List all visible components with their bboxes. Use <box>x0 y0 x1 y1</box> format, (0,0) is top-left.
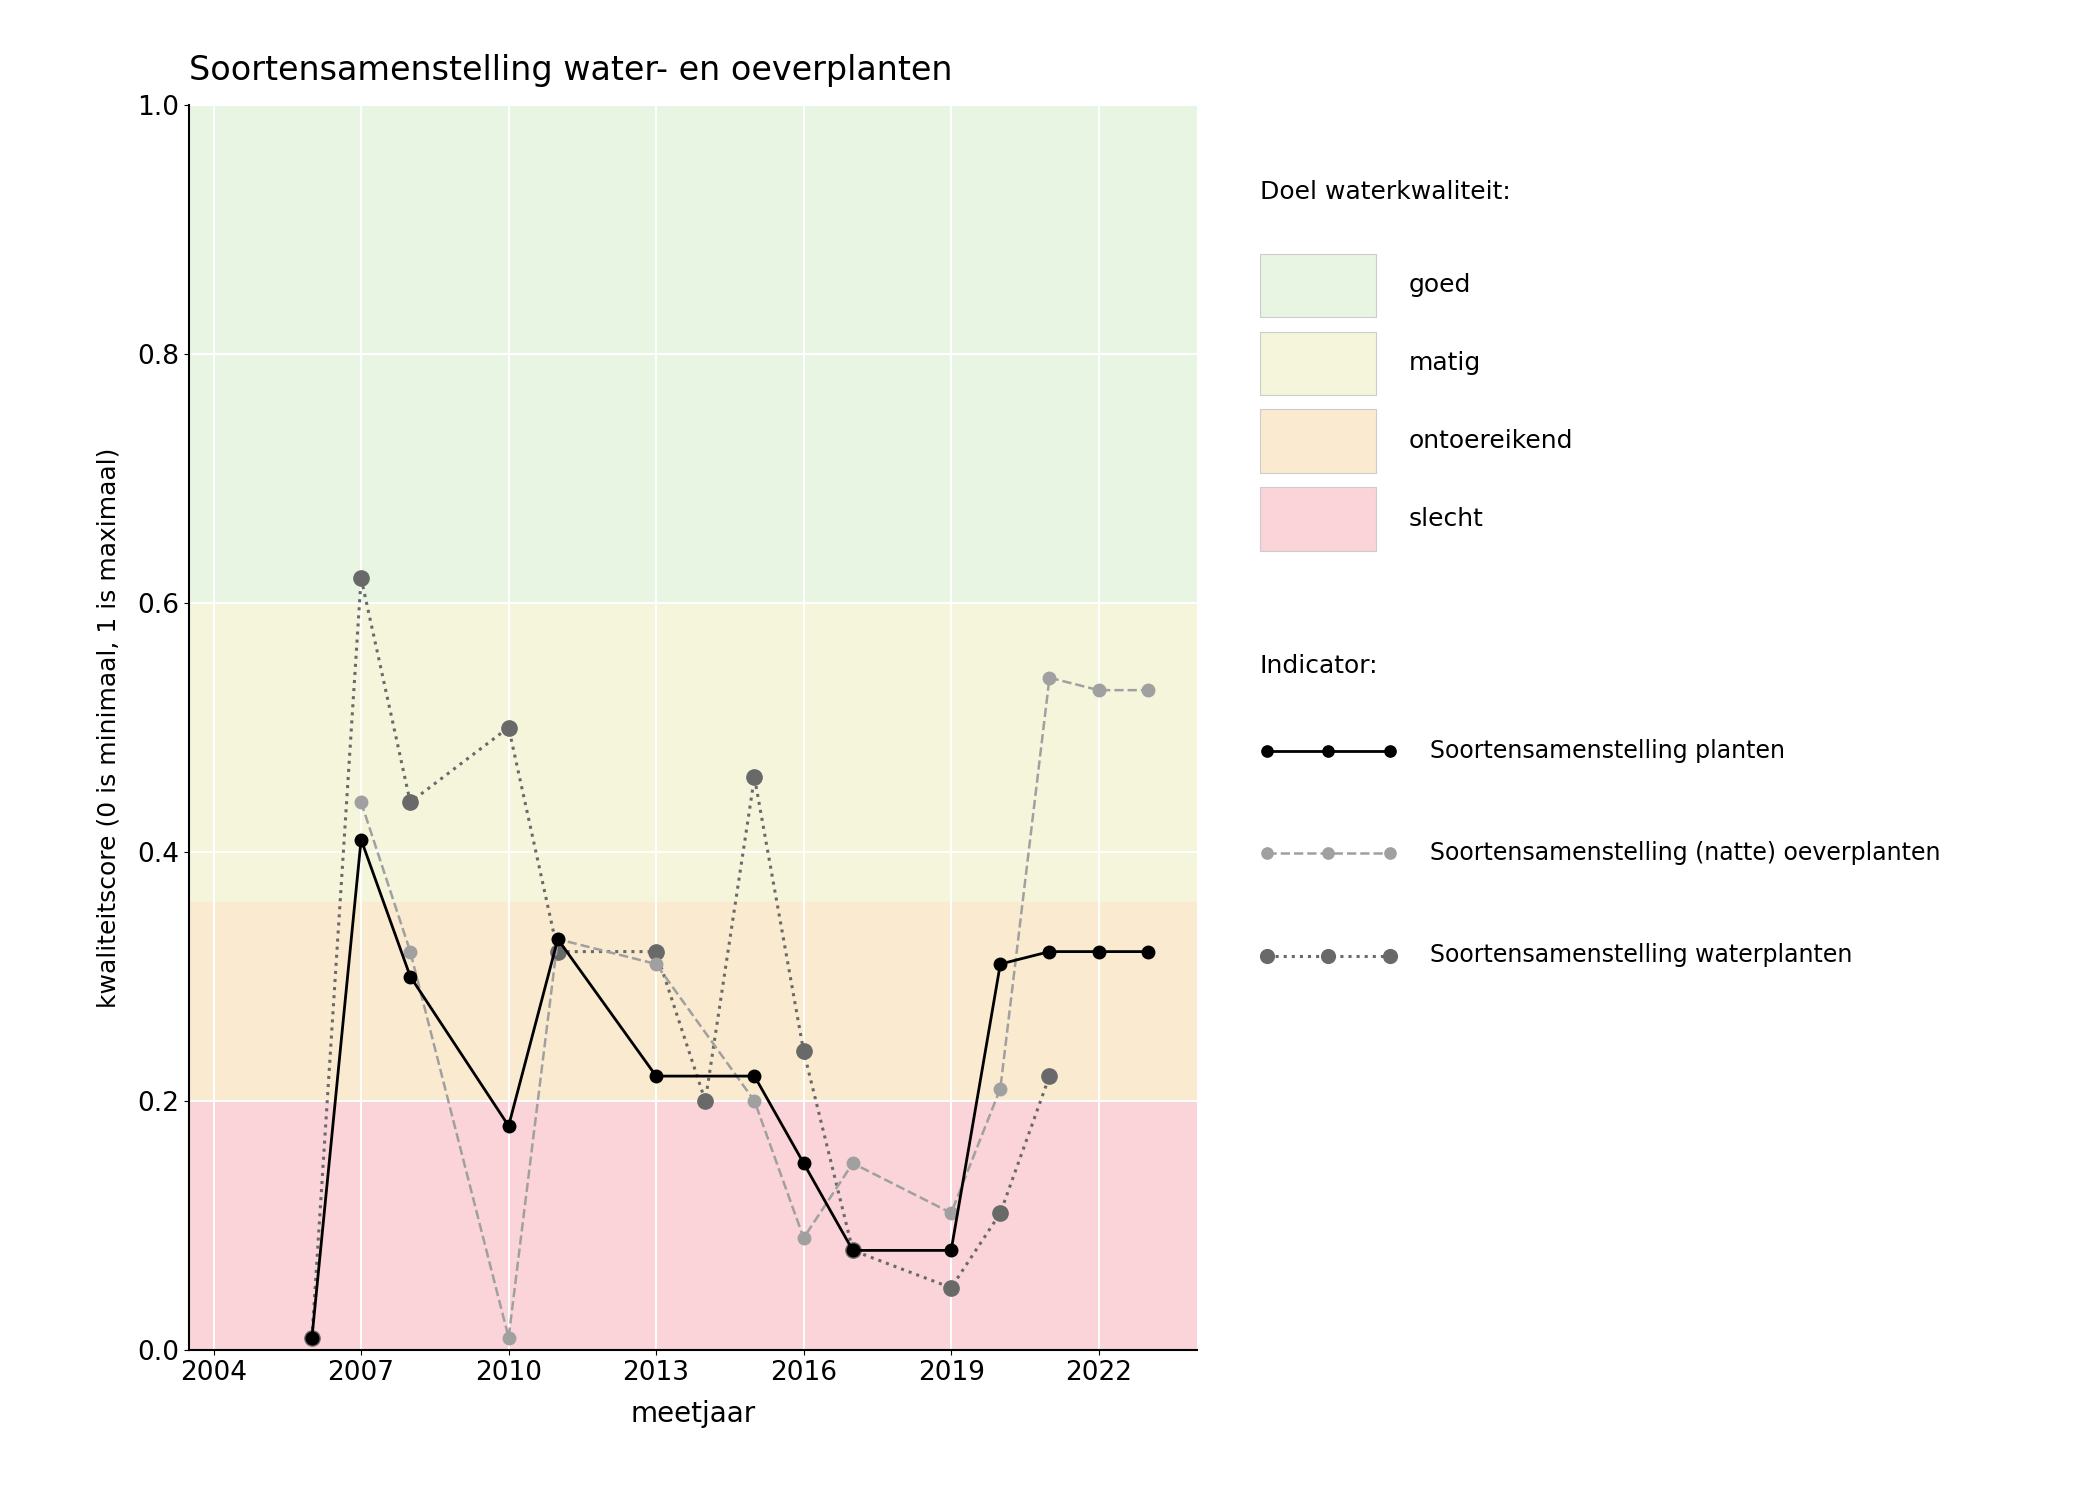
Bar <box>189 105 1197 603</box>
X-axis label: meetjaar: meetjaar <box>630 1400 756 1428</box>
Text: Indicator:: Indicator: <box>1260 654 1378 678</box>
Bar <box>189 1101 1197 1350</box>
Text: Soortensamenstelling waterplanten: Soortensamenstelling waterplanten <box>1430 944 1852 968</box>
Text: ontoereikend: ontoereikend <box>1409 429 1573 453</box>
Bar <box>189 902 1197 1101</box>
Text: goed: goed <box>1409 273 1472 297</box>
Text: Doel waterkwaliteit:: Doel waterkwaliteit: <box>1260 180 1510 204</box>
Text: matig: matig <box>1409 351 1480 375</box>
Text: slecht: slecht <box>1409 507 1485 531</box>
Text: Soortensamenstelling water- en oeverplanten: Soortensamenstelling water- en oeverplan… <box>189 54 953 87</box>
Text: Soortensamenstelling (natte) oeverplanten: Soortensamenstelling (natte) oeverplante… <box>1430 842 1940 866</box>
Bar <box>189 603 1197 902</box>
Y-axis label: kwaliteitscore (0 is minimaal, 1 is maximaal): kwaliteitscore (0 is minimaal, 1 is maxi… <box>97 447 120 1008</box>
Text: Soortensamenstelling planten: Soortensamenstelling planten <box>1430 740 1785 764</box>
